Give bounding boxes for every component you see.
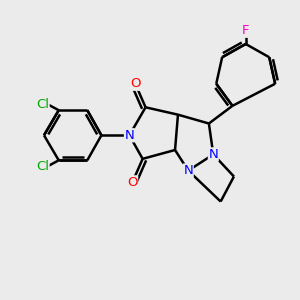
Text: O: O xyxy=(127,176,138,189)
Text: N: N xyxy=(208,148,218,161)
Text: Cl: Cl xyxy=(36,160,49,173)
Text: N: N xyxy=(183,164,193,177)
Text: F: F xyxy=(242,24,249,37)
Text: Cl: Cl xyxy=(36,98,49,111)
Text: N: N xyxy=(124,129,134,142)
Text: O: O xyxy=(130,77,140,90)
